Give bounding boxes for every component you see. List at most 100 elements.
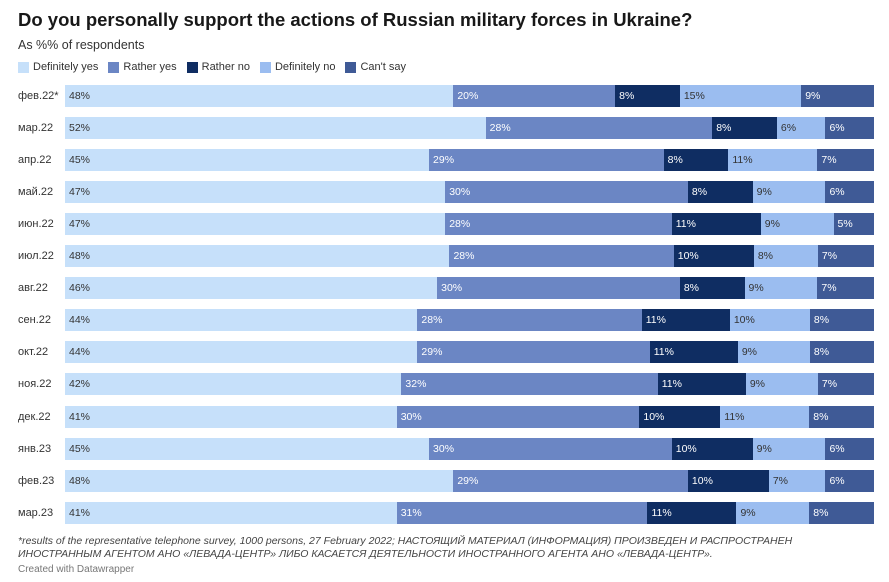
data-label: 9%: [756, 442, 772, 455]
data-label: 41%: [69, 410, 91, 423]
bar-segment: 8%: [679, 277, 745, 300]
data-label: 30%: [400, 410, 422, 423]
category-label: ноя.22: [18, 378, 52, 391]
bar-segment: 20%: [453, 85, 616, 107]
data-label: 9%: [756, 186, 772, 199]
category-label: июл.22: [18, 250, 54, 263]
bar-segment: 6%: [776, 117, 826, 140]
bar-segment: 10%: [729, 309, 810, 332]
bar-segment: 42%: [65, 373, 402, 396]
bar-segment: 8%: [712, 117, 777, 140]
data-label: 10%: [675, 442, 697, 455]
bar-segment: 47%: [65, 213, 446, 236]
category-label: окт.22: [18, 346, 49, 359]
bar-segment: 8%: [809, 309, 874, 332]
data-label: 9%: [740, 506, 756, 519]
bar-segment: 29%: [429, 149, 664, 172]
legend-swatch: [18, 61, 29, 73]
data-label: 11%: [651, 506, 672, 519]
bar-segment: 9%: [760, 213, 834, 236]
bar-segment: 9%: [752, 437, 826, 460]
data-label: 30%: [433, 442, 455, 455]
data-label: 32%: [405, 378, 427, 391]
bar-segment: 30%: [396, 405, 640, 428]
data-label: 44%: [69, 346, 91, 359]
category-label: мар.23: [18, 506, 54, 519]
bar-segment: 48%: [65, 85, 454, 107]
data-label: 48%: [69, 250, 91, 263]
legend-label: Definitely yes: [33, 61, 99, 73]
bar-segment: 11%: [671, 213, 761, 236]
bar-segment: 11%: [647, 501, 737, 524]
bar-segment: 6%: [825, 469, 874, 492]
data-label: 7%: [821, 154, 837, 167]
bar-segment: 11%: [657, 373, 746, 396]
data-label: 48%: [69, 90, 91, 102]
data-label: 30%: [441, 282, 463, 295]
data-label: 11%: [645, 314, 666, 327]
data-label: 9%: [748, 282, 764, 295]
chart-credit: Created with Datawrapper: [18, 564, 135, 575]
legend-item: Rather no: [186, 61, 250, 73]
bar-segment: 6%: [825, 437, 874, 460]
bar-segment: 28%: [485, 117, 713, 140]
bar-segment: 9%: [737, 341, 810, 364]
data-label: 8%: [619, 90, 635, 102]
category-label: июн.22: [18, 218, 54, 231]
bar-segment: 28%: [417, 309, 642, 332]
data-label: 41%: [69, 506, 91, 519]
data-label: 20%: [457, 90, 479, 102]
bar-segment: 8%: [615, 85, 680, 107]
data-label: 45%: [69, 442, 91, 455]
bar-segment: 7%: [768, 469, 826, 492]
legend-item: Definitely yes: [18, 61, 98, 73]
bar-segment: 30%: [445, 181, 688, 204]
data-label: 45%: [69, 154, 91, 167]
data-label: 9%: [805, 90, 821, 102]
data-label: 10%: [691, 474, 713, 487]
legend-label: Can't say: [360, 61, 406, 73]
bar-segment: 7%: [817, 373, 874, 396]
bar-segment: 10%: [673, 245, 754, 268]
category-label: авг.22: [18, 282, 48, 295]
data-label: 9%: [764, 218, 780, 231]
bar-segment: 9%: [752, 181, 826, 204]
data-label: 10%: [677, 250, 699, 263]
data-label: 8%: [691, 186, 708, 199]
bar-segment: 8%: [809, 341, 874, 364]
data-label: 42%: [69, 378, 91, 391]
bar-segment: 8%: [809, 405, 874, 428]
data-label: 8%: [813, 346, 830, 359]
data-label: 28%: [449, 218, 471, 231]
bar-segment: 45%: [65, 437, 430, 460]
data-label: 29%: [433, 154, 455, 167]
bar-segment: 8%: [753, 245, 818, 268]
data-label: 9%: [749, 378, 766, 391]
data-label: 52%: [69, 122, 91, 135]
category-label: сен.22: [18, 314, 51, 327]
bar-segment: 9%: [745, 373, 818, 396]
bar-segment: 44%: [65, 341, 418, 364]
bar-segment: 48%: [65, 245, 450, 268]
data-label: 47%: [69, 186, 91, 199]
bar-segment: 7%: [817, 277, 874, 300]
legend-label: Rather yes: [123, 61, 177, 73]
data-label: 6%: [829, 122, 845, 135]
legend-item: Definitely no: [259, 61, 335, 73]
bar-segment: 5%: [833, 213, 874, 236]
data-label: 28%: [453, 250, 475, 263]
bar-segment: 9%: [801, 85, 874, 107]
bar-segment: 11%: [649, 341, 738, 364]
data-label: 5%: [837, 218, 853, 231]
legend-swatch: [186, 61, 198, 73]
bar-segment: 10%: [671, 437, 753, 460]
data-label: 28%: [421, 314, 443, 327]
bar-segment: 7%: [817, 245, 874, 268]
data-label: 48%: [69, 474, 91, 487]
data-label: 30%: [449, 186, 471, 199]
data-label: 44%: [69, 314, 91, 327]
data-label: 8%: [813, 314, 830, 327]
bar-segment: 11%: [641, 309, 730, 332]
data-label: 9%: [741, 346, 758, 359]
data-label: 7%: [821, 282, 837, 295]
